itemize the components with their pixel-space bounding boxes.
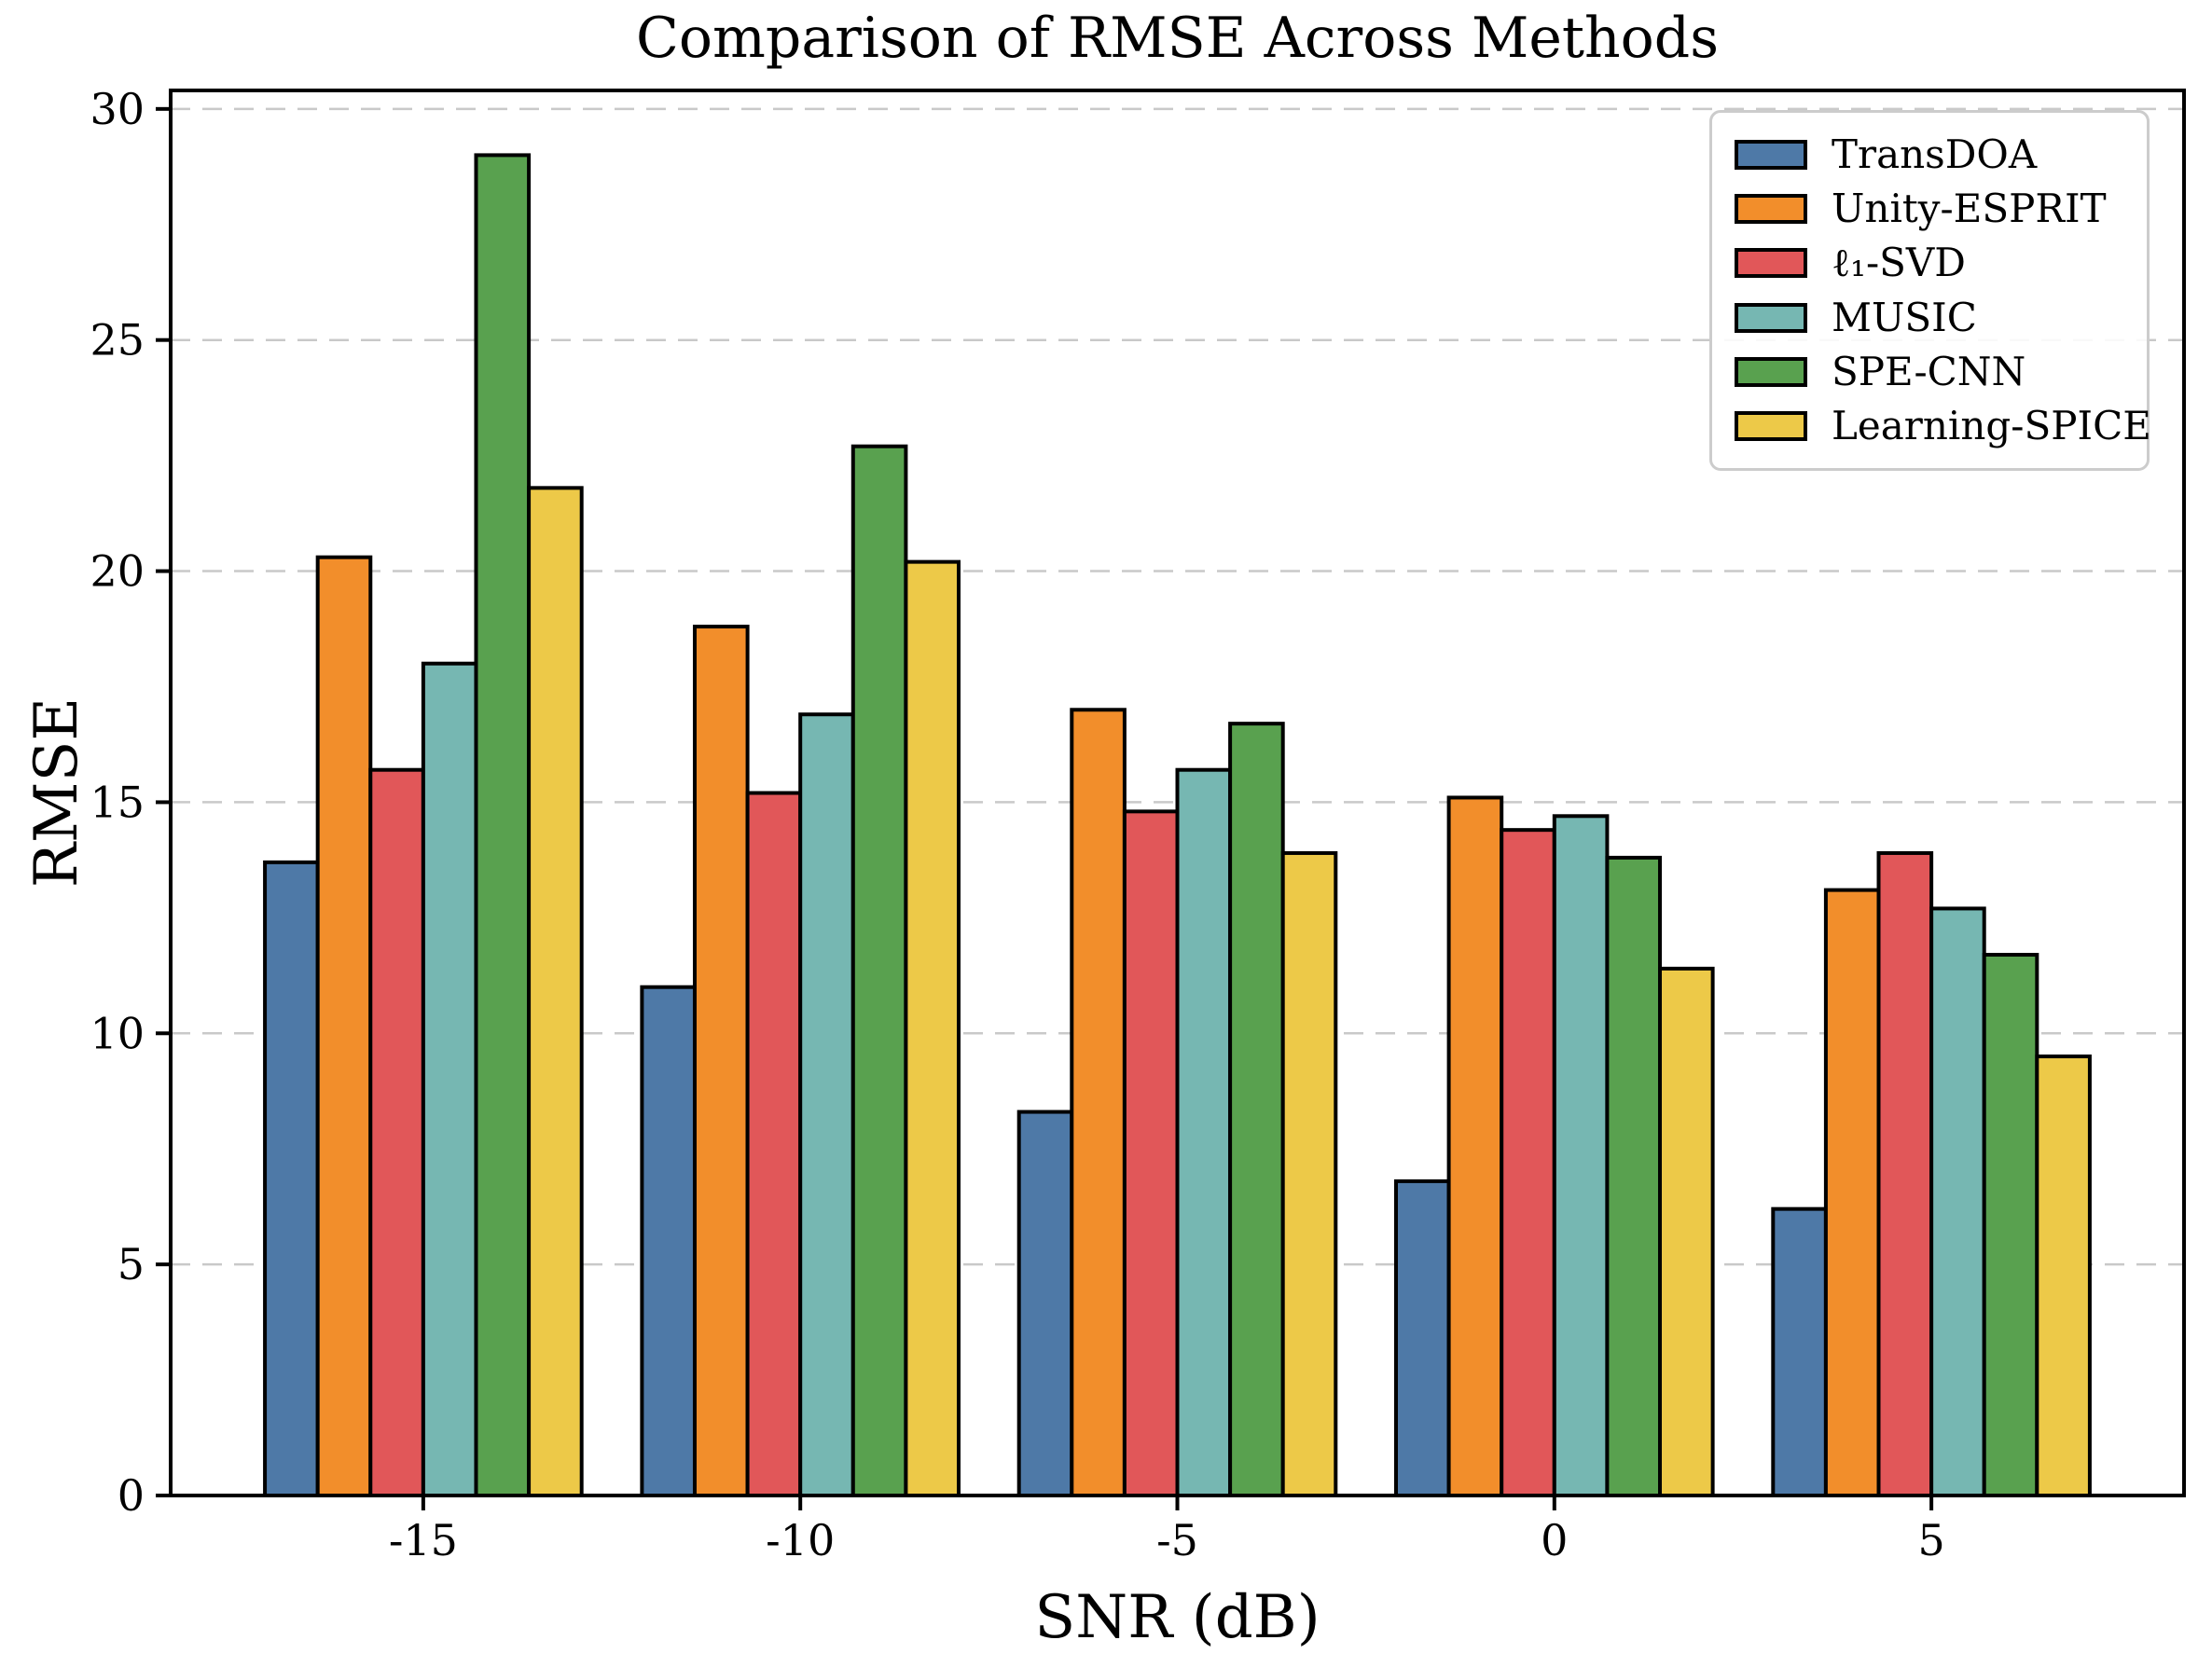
y-tick-label: 15: [90, 777, 145, 827]
bar: [1823, 888, 1881, 1497]
bar: [798, 712, 855, 1497]
y-tick-label: 0: [118, 1470, 145, 1521]
legend-item: SPE-CNN: [1735, 348, 2137, 394]
bar: [1228, 722, 1285, 1497]
bar: [1446, 795, 1504, 1497]
bar: [527, 486, 584, 1497]
bar: [421, 661, 478, 1497]
bar: [745, 791, 803, 1497]
legend-swatch: [1735, 302, 1807, 333]
bar: [1500, 828, 1556, 1497]
bar: [1771, 1206, 1828, 1498]
bar: [368, 767, 425, 1497]
legend-item: Learning-SPICE: [1735, 406, 2151, 446]
x-tick-label: -5: [1156, 1515, 1198, 1565]
legend-item: MUSIC: [1735, 294, 2137, 340]
legend-item: Unity-ESPRIT: [1735, 189, 2137, 228]
legend-swatch: [1735, 356, 1807, 387]
bar: [1982, 953, 2039, 1497]
bar: [640, 985, 697, 1498]
legend-label: Learning-SPICE: [1832, 402, 2151, 448]
bar: [904, 559, 961, 1497]
bar: [263, 860, 320, 1497]
x-tick-label: -15: [389, 1515, 458, 1565]
bar: [1175, 767, 1233, 1497]
x-tick-label: 5: [1917, 1515, 1944, 1565]
bar: [1929, 906, 1986, 1497]
bar: [1658, 966, 1715, 1497]
y-tick-label: 25: [90, 315, 145, 365]
x-axis-label: SNR (dB): [1034, 1583, 1320, 1652]
y-tick-label: 10: [90, 1008, 145, 1058]
legend-label: MUSIC: [1832, 294, 1977, 340]
legend-swatch: [1735, 410, 1807, 441]
bar: [2035, 1054, 2092, 1497]
bar: [1122, 809, 1180, 1497]
bar: [1552, 814, 1610, 1497]
legend-label: ℓ₁-SVD: [1832, 240, 1966, 286]
bar: [692, 625, 750, 1497]
x-tick-label: 0: [1541, 1515, 1568, 1565]
y-tick-label: 20: [90, 546, 145, 597]
legend-swatch: [1735, 140, 1807, 171]
y-tick-label: 30: [90, 84, 145, 134]
legend-swatch: [1735, 248, 1807, 279]
bar: [1016, 1110, 1074, 1497]
legend-label: Unity-ESPRIT: [1832, 186, 2107, 232]
bar: [315, 555, 373, 1497]
bar: [850, 444, 908, 1497]
bar: [1070, 708, 1127, 1497]
legend-label: SPE-CNN: [1832, 348, 2026, 394]
legend: TransDOA Unity-ESPRIT ℓ₁-SVD MUSIC SPE-CNN Le…: [1709, 110, 2151, 471]
x-tick-label: -10: [766, 1515, 835, 1565]
bar: [1876, 850, 1934, 1497]
bar: [1393, 1178, 1451, 1497]
legend-item: TransDOA: [1735, 135, 2137, 174]
legend-swatch: [1735, 194, 1807, 225]
legend-label: TransDOA: [1832, 131, 2038, 178]
bar: [1605, 855, 1663, 1497]
bar: [1280, 850, 1338, 1497]
chart-title: Comparison of RMSE Across Methods: [635, 6, 1719, 71]
legend-item: ℓ₁-SVD: [1735, 243, 2137, 283]
bar: [474, 153, 532, 1497]
y-tick-label: 5: [118, 1239, 145, 1289]
